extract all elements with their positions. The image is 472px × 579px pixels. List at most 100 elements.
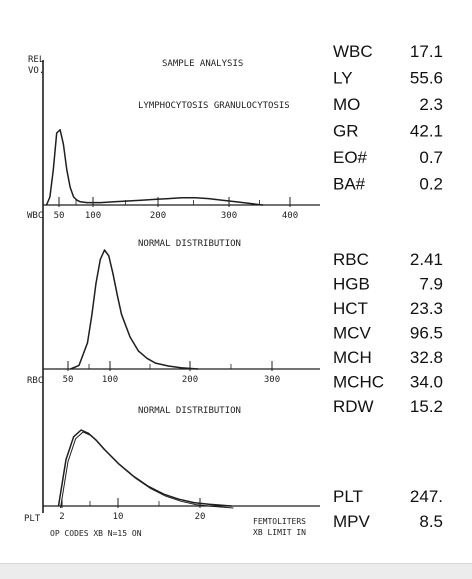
wbc-data-point (86, 202, 88, 204)
wbc-data-point (69, 186, 71, 188)
result-label-mo: MO (333, 95, 360, 114)
plt-data-point (148, 486, 150, 488)
result-label-eo-count: EO# (333, 148, 368, 167)
result-label-mpv: MPV (333, 512, 371, 531)
result-value-hct: 23.3 (410, 299, 443, 318)
vol-label: VO. (28, 66, 44, 76)
result-label-gr: GR (333, 122, 359, 141)
rbc-data-point (86, 342, 89, 344)
wbc-data-point (181, 197, 183, 199)
result-label-mch: MCH (333, 348, 372, 367)
result-value-mo: 2.3 (419, 95, 443, 114)
result-label-rdw: RDW (333, 397, 374, 416)
result-label-hct: HCT (333, 299, 368, 318)
rbc-data-point (137, 350, 140, 352)
plt-data-point (230, 505, 232, 507)
wbc-data-point (100, 202, 102, 204)
result-value-hgb: 7.9 (419, 275, 443, 294)
wbc-data-point (59, 129, 61, 131)
footer-xb-limit: XB LIMIT IN (253, 528, 306, 537)
wbc-data-point (76, 199, 78, 201)
wbc-data-point (208, 198, 210, 200)
rbc-histogram-panel: NORMAL DISTRIBUTION RBC 50 100 200 300 (27, 239, 320, 386)
wbc-data-point (73, 196, 75, 198)
wbc-data-point (56, 132, 58, 134)
wbc-tick-label: 100 (85, 211, 101, 221)
wbc-tick-label: 400 (282, 211, 298, 221)
rbc-tick-label: 200 (182, 375, 198, 385)
rbc-tick-label: 100 (102, 375, 118, 385)
result-label-wbc: WBC (333, 42, 373, 61)
result-value-mcv: 96.5 (410, 324, 443, 343)
plt-data-point (65, 459, 67, 461)
plt-data-point (88, 432, 90, 434)
rel-label: REL (28, 55, 44, 65)
wbc-data-point (154, 198, 156, 200)
result-value-ly: 55.6 (410, 69, 443, 88)
result-value-wbc: 17.1 (410, 42, 443, 61)
result-value-gr: 42.1 (410, 122, 443, 141)
footer-op-codes: OP CODES XB N=15 ON (50, 529, 142, 538)
wbc-data-point (52, 169, 54, 171)
plt-overlay-line (60, 431, 234, 509)
result-value-mchc: 34.0 (410, 373, 443, 392)
sample-title: SAMPLE ANALYSIS (162, 59, 243, 69)
result-value-mch: 32.8 (410, 348, 443, 367)
plt-data-point (133, 475, 135, 477)
rbc-axis-label: RBC (27, 376, 43, 386)
wbc-data-point (49, 196, 51, 198)
plt-data-point (80, 429, 82, 431)
wbc-data-point (62, 143, 64, 145)
plt-data-point (178, 498, 180, 500)
rbc-data-point (103, 249, 106, 251)
plt-tick-label: 20 (195, 512, 206, 522)
result-value-plt: 247. (410, 487, 443, 506)
wbc-data-point (66, 169, 68, 171)
wbc-data-point (79, 201, 81, 203)
result-value-rbc: 2.41 (410, 250, 443, 269)
plt-data-point (193, 502, 195, 504)
rbc-data-point (146, 357, 148, 359)
results-column: WBC 17.1 LY 55.6 MO 2.3 GR 42.1 EO# 0.7 BA# 0.2 RBC 2… (333, 42, 443, 531)
wbc-tick-label: 300 (221, 211, 237, 221)
rbc-data-point (129, 336, 131, 338)
wbc-tick-label: 200 (150, 211, 166, 221)
result-label-hgb: HGB (333, 275, 370, 294)
rbc-data-point (116, 294, 118, 296)
result-label-mcv: MCV (333, 324, 371, 343)
wbc-histogram-panel: LYMPHOCYTOSIS GRANULOCYTOSIS WBC 50 100 20… (27, 101, 320, 221)
wbc-data-point (45, 204, 48, 206)
plt-data-point (57, 505, 60, 507)
result-label-ba-count: BA# (333, 175, 366, 194)
result-value-rdw: 15.2 (410, 397, 443, 416)
plt-histogram-panel: NORMAL DISTRIBUTION PLT 2 10 20 (24, 406, 320, 524)
result-value-mpv: 8.5 (419, 512, 443, 531)
wbc-axis-label: WBC (27, 211, 43, 221)
rbc-data-point (112, 273, 114, 275)
wbc-chart-title: LYMPHOCYTOSIS GRANULOCYTOSIS (138, 101, 290, 111)
rbc-chart-title: NORMAL DISTRIBUTION (138, 239, 241, 249)
plt-data-point (103, 448, 105, 450)
rbc-data-point (167, 365, 169, 367)
plt-data-point (95, 439, 97, 441)
plt-tick-label: 10 (113, 512, 124, 522)
plt-data-point (118, 463, 120, 465)
result-value-ba-count: 0.2 (419, 175, 443, 194)
plt-series-line (57, 429, 232, 507)
bottom-bar (0, 563, 472, 579)
rbc-series-line (70, 249, 199, 370)
wbc-tick-label: 50 (54, 211, 65, 221)
wbc-data-point (235, 201, 237, 203)
wbc-data-point (127, 200, 129, 202)
rbc-tick-label: 300 (264, 375, 280, 385)
footer-femtoliters: FEMTOLITERS (253, 517, 306, 526)
rbc-data-point (120, 313, 123, 315)
plt-axis-label: PLT (24, 514, 41, 524)
rbc-data-point (91, 314, 93, 316)
result-label-mchc: MCHC (333, 373, 384, 392)
wbc-data-point (140, 199, 142, 201)
rbc-data-point (99, 258, 101, 261)
plt-data-point (73, 436, 75, 438)
wbc-data-point (262, 204, 264, 206)
